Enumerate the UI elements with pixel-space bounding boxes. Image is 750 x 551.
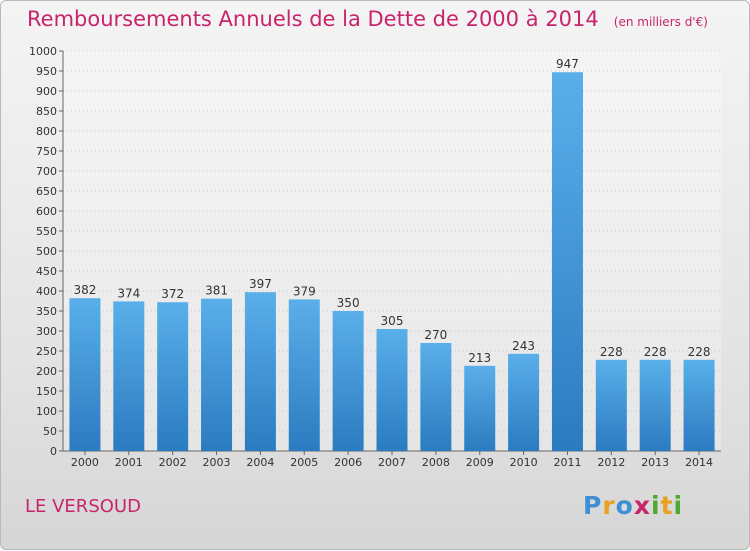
bar — [508, 353, 540, 451]
y-tick-label: 950 — [36, 65, 57, 78]
data-label: 372 — [161, 287, 184, 301]
x-tick-label: 2010 — [510, 456, 538, 469]
x-tick-label: 2013 — [641, 456, 669, 469]
y-tick-label: 850 — [36, 105, 57, 118]
x-tick-label: 2011 — [553, 456, 581, 469]
x-tick-label: 2001 — [115, 456, 143, 469]
y-tick-label: 700 — [36, 165, 57, 178]
chart-title-main: Remboursements Annuels de la Dette de 20… — [27, 7, 599, 31]
logo-letter: o — [615, 491, 634, 520]
bar — [639, 359, 671, 451]
data-label: 379 — [293, 284, 316, 298]
y-tick-label: 350 — [36, 305, 57, 318]
bar — [244, 292, 276, 451]
logo-letter: r — [602, 491, 616, 520]
y-tick-label: 800 — [36, 125, 57, 138]
chart-unit-note: (en milliers d'€) — [613, 15, 708, 29]
data-label: 947 — [556, 57, 579, 71]
y-tick-label: 900 — [36, 85, 57, 98]
y-tick-label: 600 — [36, 205, 57, 218]
logo-letter: x — [633, 491, 651, 520]
data-label: 213 — [468, 351, 491, 365]
data-label: 374 — [117, 286, 140, 300]
data-label: 228 — [644, 345, 667, 359]
y-tick-label: 1000 — [29, 45, 57, 58]
y-tick-label: 50 — [43, 425, 57, 438]
chart-title: Remboursements Annuels de la Dette de 20… — [27, 7, 708, 31]
data-label: 270 — [424, 328, 447, 342]
logo-letter: P — [583, 491, 603, 520]
x-tick-label: 2006 — [334, 456, 362, 469]
bar — [157, 302, 189, 451]
bar — [113, 301, 145, 451]
x-tick-label: 2000 — [71, 456, 99, 469]
data-label: 228 — [600, 345, 623, 359]
x-tick-label: 2002 — [159, 456, 187, 469]
bar — [201, 298, 233, 451]
x-tick-label: 2007 — [378, 456, 406, 469]
y-tick-label: 500 — [36, 245, 57, 258]
bar — [464, 365, 496, 451]
y-tick-label: 400 — [36, 285, 57, 298]
y-tick-label: 150 — [36, 385, 57, 398]
bar — [69, 298, 101, 451]
bar — [288, 299, 320, 451]
bar — [683, 359, 715, 451]
y-tick-label: 200 — [36, 365, 57, 378]
y-tick-label: 250 — [36, 345, 57, 358]
place-name: LE VERSOUD — [25, 496, 141, 517]
x-tick-label: 2008 — [422, 456, 450, 469]
data-label: 397 — [249, 277, 272, 291]
proxiti-logo: Proxiti — [583, 491, 683, 520]
bar — [551, 72, 583, 451]
x-tick-label: 2004 — [246, 456, 274, 469]
y-tick-label: 450 — [36, 265, 57, 278]
data-label: 243 — [512, 339, 535, 353]
x-tick-label: 2003 — [203, 456, 231, 469]
bar — [376, 329, 408, 451]
y-tick-label: 750 — [36, 145, 57, 158]
logo-letter: t — [660, 491, 674, 520]
logo-letter: i — [673, 491, 684, 520]
data-label: 381 — [205, 284, 228, 298]
data-label: 228 — [688, 345, 711, 359]
bar — [595, 359, 627, 451]
logo-letter: i — [651, 491, 661, 520]
y-tick-label: 0 — [50, 445, 57, 458]
y-tick-label: 550 — [36, 225, 57, 238]
y-tick-label: 100 — [36, 405, 57, 418]
x-tick-label: 2012 — [597, 456, 625, 469]
y-tick-label: 300 — [36, 325, 57, 338]
bar — [332, 311, 364, 451]
data-label: 350 — [337, 296, 360, 310]
data-label: 305 — [381, 314, 404, 328]
data-label: 382 — [73, 283, 96, 297]
bar — [420, 343, 452, 451]
y-tick-label: 650 — [36, 185, 57, 198]
x-tick-label: 2009 — [466, 456, 494, 469]
x-tick-label: 2005 — [290, 456, 318, 469]
x-tick-label: 2014 — [685, 456, 713, 469]
